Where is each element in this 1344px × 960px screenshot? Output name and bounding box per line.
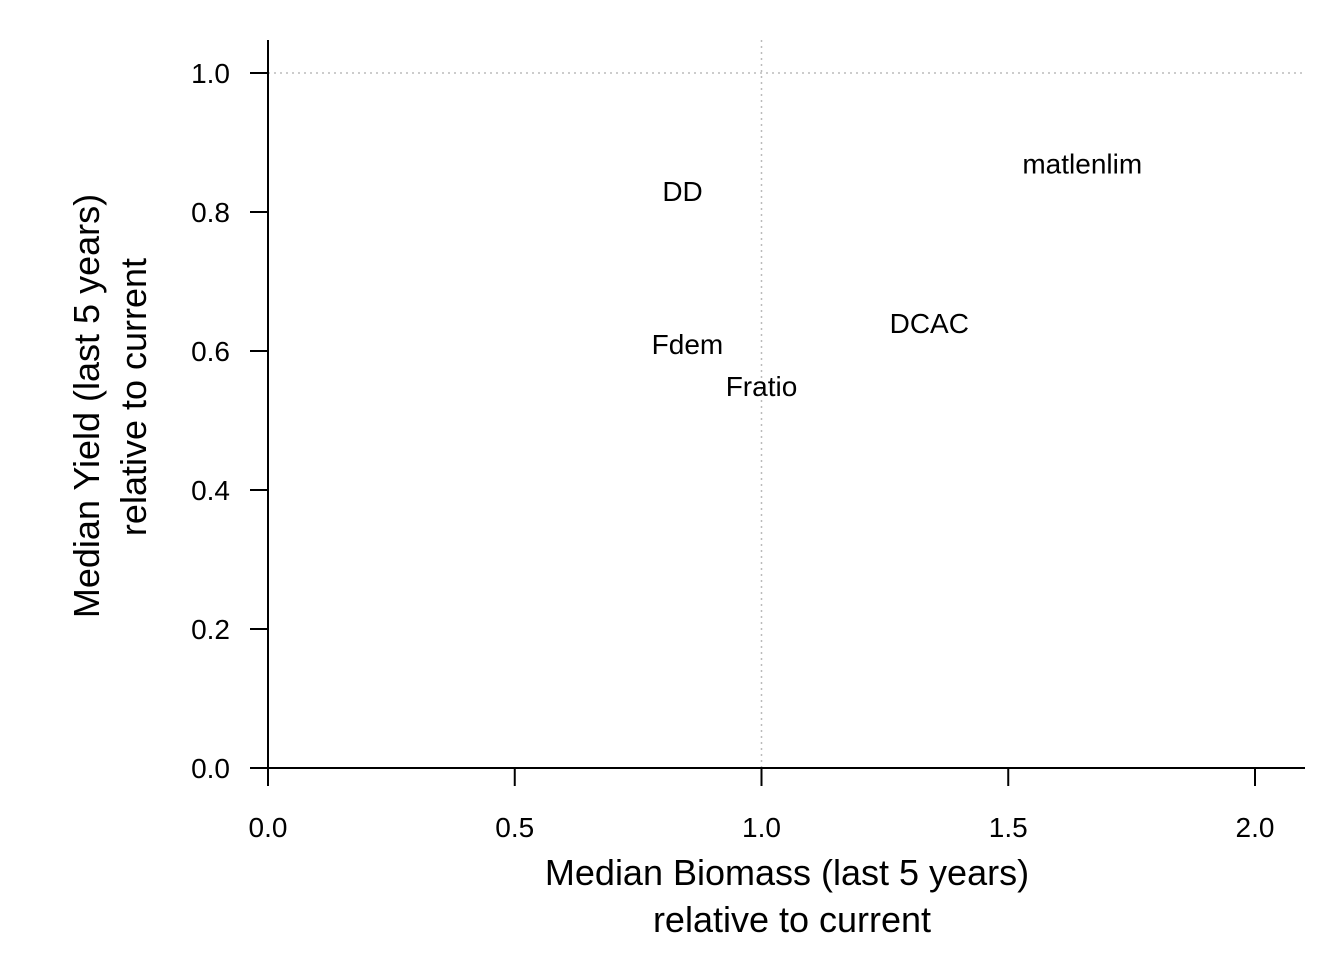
- point-label-matlenlim: matlenlim: [1022, 148, 1142, 179]
- y-tick-label: 0.4: [191, 475, 230, 506]
- x-tick-label: 0.0: [249, 812, 288, 843]
- axes: [267, 40, 1305, 769]
- x-tick-label: 0.5: [495, 812, 534, 843]
- x-axis-ticks: 0.0 0.5 1.0 1.5 2.0: [249, 768, 1275, 843]
- point-label-fratio: Fratio: [726, 371, 798, 402]
- y-axis-title-line-2: relative to current: [113, 258, 154, 536]
- y-axis-title-line-1: Median Yield (last 5 years): [66, 194, 107, 618]
- y-tick-label: 0.8: [191, 197, 230, 228]
- point-label-fdem: Fdem: [652, 329, 724, 360]
- x-axis-title-line-2: relative to current: [653, 899, 931, 940]
- y-tick-label: 0.6: [191, 336, 230, 367]
- x-tick-label: 1.5: [989, 812, 1028, 843]
- y-tick-label: 1.0: [191, 58, 230, 89]
- y-axis-ticks: 0.0 0.2 0.4 0.6 0.8 1.0: [191, 58, 268, 784]
- reference-lines: [268, 40, 1305, 768]
- y-tick-label: 0.0: [191, 753, 230, 784]
- point-label-dcac: DCAC: [890, 308, 969, 339]
- x-tick-label: 1.0: [742, 812, 781, 843]
- y-tick-label: 0.2: [191, 614, 230, 645]
- point-label-dd: DD: [662, 176, 702, 207]
- x-axis-title-line-1: Median Biomass (last 5 years): [545, 852, 1029, 893]
- x-tick-label: 2.0: [1236, 812, 1275, 843]
